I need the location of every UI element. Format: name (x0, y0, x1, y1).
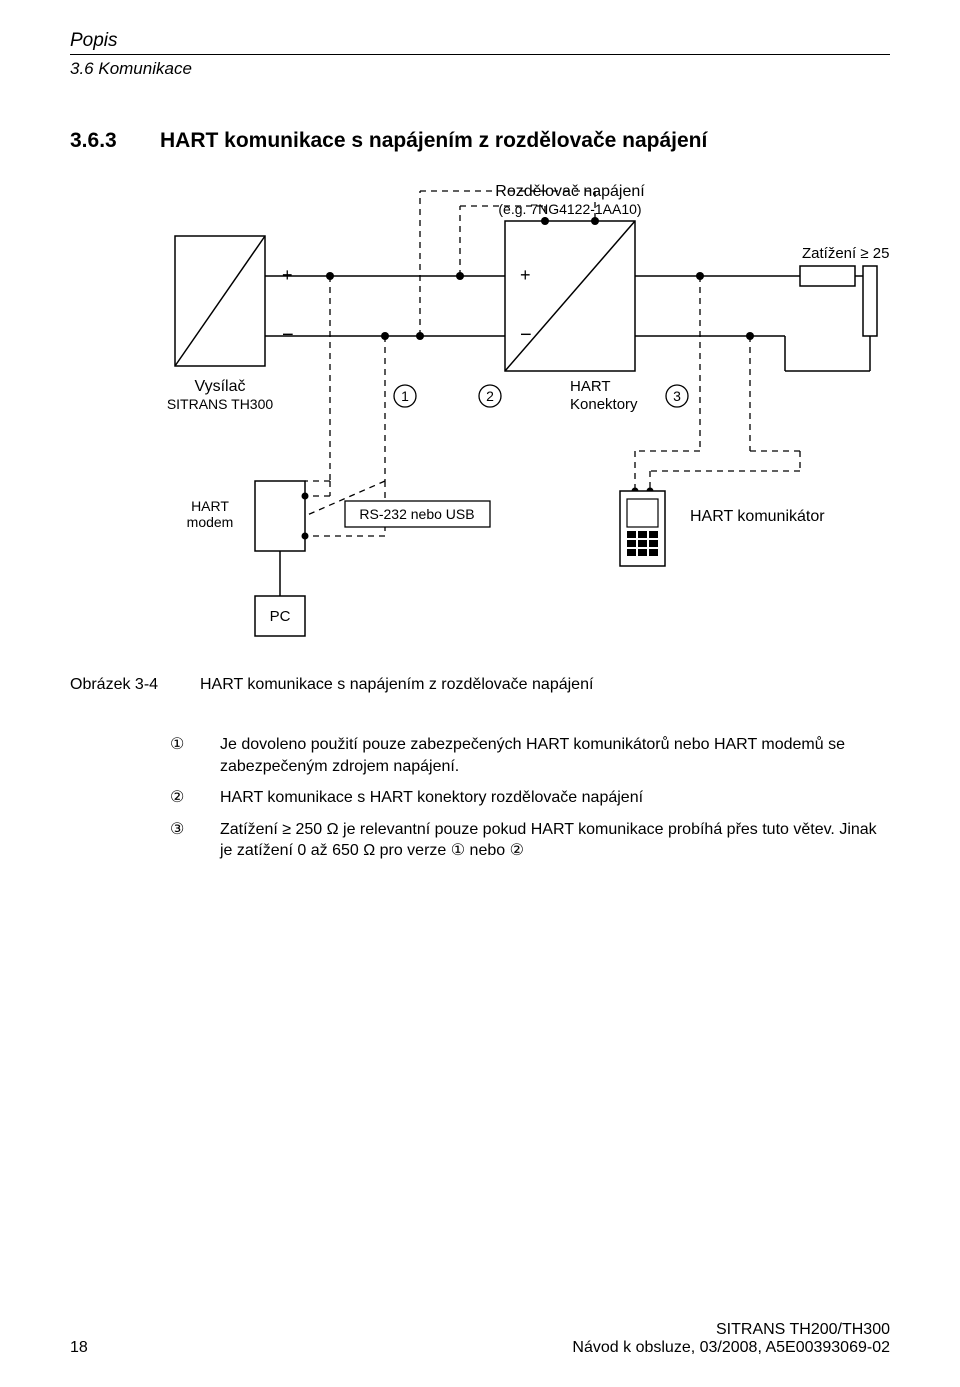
diagram: Rozdělovač napájení (e.g. 7NG4122-1AA10)… (160, 181, 890, 646)
note-3: ③ Zatížení ≥ 250 Ω je relevantní pouze p… (170, 819, 890, 862)
distributor-label: Rozdělovač napájení (495, 183, 645, 200)
caption-text: HART komunikace s napájením z rozdělovač… (200, 676, 593, 694)
hart-modem-1: HART (191, 498, 229, 514)
minus-sign-tx: − (282, 324, 294, 346)
hart-connectors-2: Konektory (570, 396, 638, 413)
note-1: ① Je dovoleno použití pouze zabezpečenýc… (170, 734, 890, 777)
note-3-text: Zatížení ≥ 250 Ω je relevantní pouze pok… (220, 819, 890, 862)
footer-product: SITRANS TH200/TH300 (572, 1321, 890, 1339)
hart-comm-label: HART komunikátor (690, 508, 825, 525)
header-title: Popis (70, 30, 890, 52)
header-subtitle: 3.6 Komunikace (70, 59, 890, 79)
note-2: ② HART komunikace s HART konektory rozdě… (170, 787, 890, 809)
circle-1: 1 (401, 388, 409, 404)
hart-modem-2: modem (187, 514, 234, 530)
pc-label: PC (270, 608, 291, 625)
minus-sign: − (520, 324, 532, 346)
note-2-text: HART komunikace s HART konektory rozdělo… (220, 787, 890, 809)
page-number: 18 (70, 1339, 88, 1357)
note-1-num: ① (170, 734, 220, 777)
page-header: Popis 3.6 Komunikace (70, 30, 890, 79)
notes-list: ① Je dovoleno použití pouze zabezpečenýc… (170, 734, 890, 862)
page: Popis 3.6 Komunikace 3.6.3 HART komunika… (0, 0, 960, 1387)
footer-right: SITRANS TH200/TH300 Návod k obsluze, 03/… (572, 1321, 890, 1357)
figure-caption: Obrázek 3-4 HART komunikace s napájením … (70, 676, 890, 694)
transmitter-label: Vysílač (195, 378, 246, 395)
note-1-text: Je dovoleno použití pouze zabezpečených … (220, 734, 890, 777)
section-title: HART komunikace s napájením z rozdělovač… (160, 129, 707, 153)
section-heading: 3.6.3 HART komunikace s napájením z rozd… (70, 129, 890, 153)
load-label: Zatížení ≥ 250 Ω (802, 245, 890, 262)
footer-docref: Návod k obsluze, 03/2008, A5E00393069-02 (572, 1339, 890, 1357)
plus-sign-tx: + (282, 265, 293, 285)
note-2-num: ② (170, 787, 220, 809)
page-footer: 18 SITRANS TH200/TH300 Návod k obsluze, … (70, 1321, 890, 1357)
caption-label: Obrázek 3-4 (70, 676, 200, 694)
header-rule (70, 54, 890, 55)
note-3-num: ③ (170, 819, 220, 862)
distributor-sub: (e.g. 7NG4122-1AA10) (498, 201, 641, 217)
hart-connectors-1: HART (570, 378, 611, 395)
interface-label: RS-232 nebo USB (359, 506, 474, 522)
plus-sign: + (520, 265, 531, 285)
circle-2: 2 (486, 388, 494, 404)
transmitter-sub: SITRANS TH300 (167, 396, 274, 412)
circle-3: 3 (673, 388, 681, 404)
section-number: 3.6.3 (70, 129, 160, 153)
